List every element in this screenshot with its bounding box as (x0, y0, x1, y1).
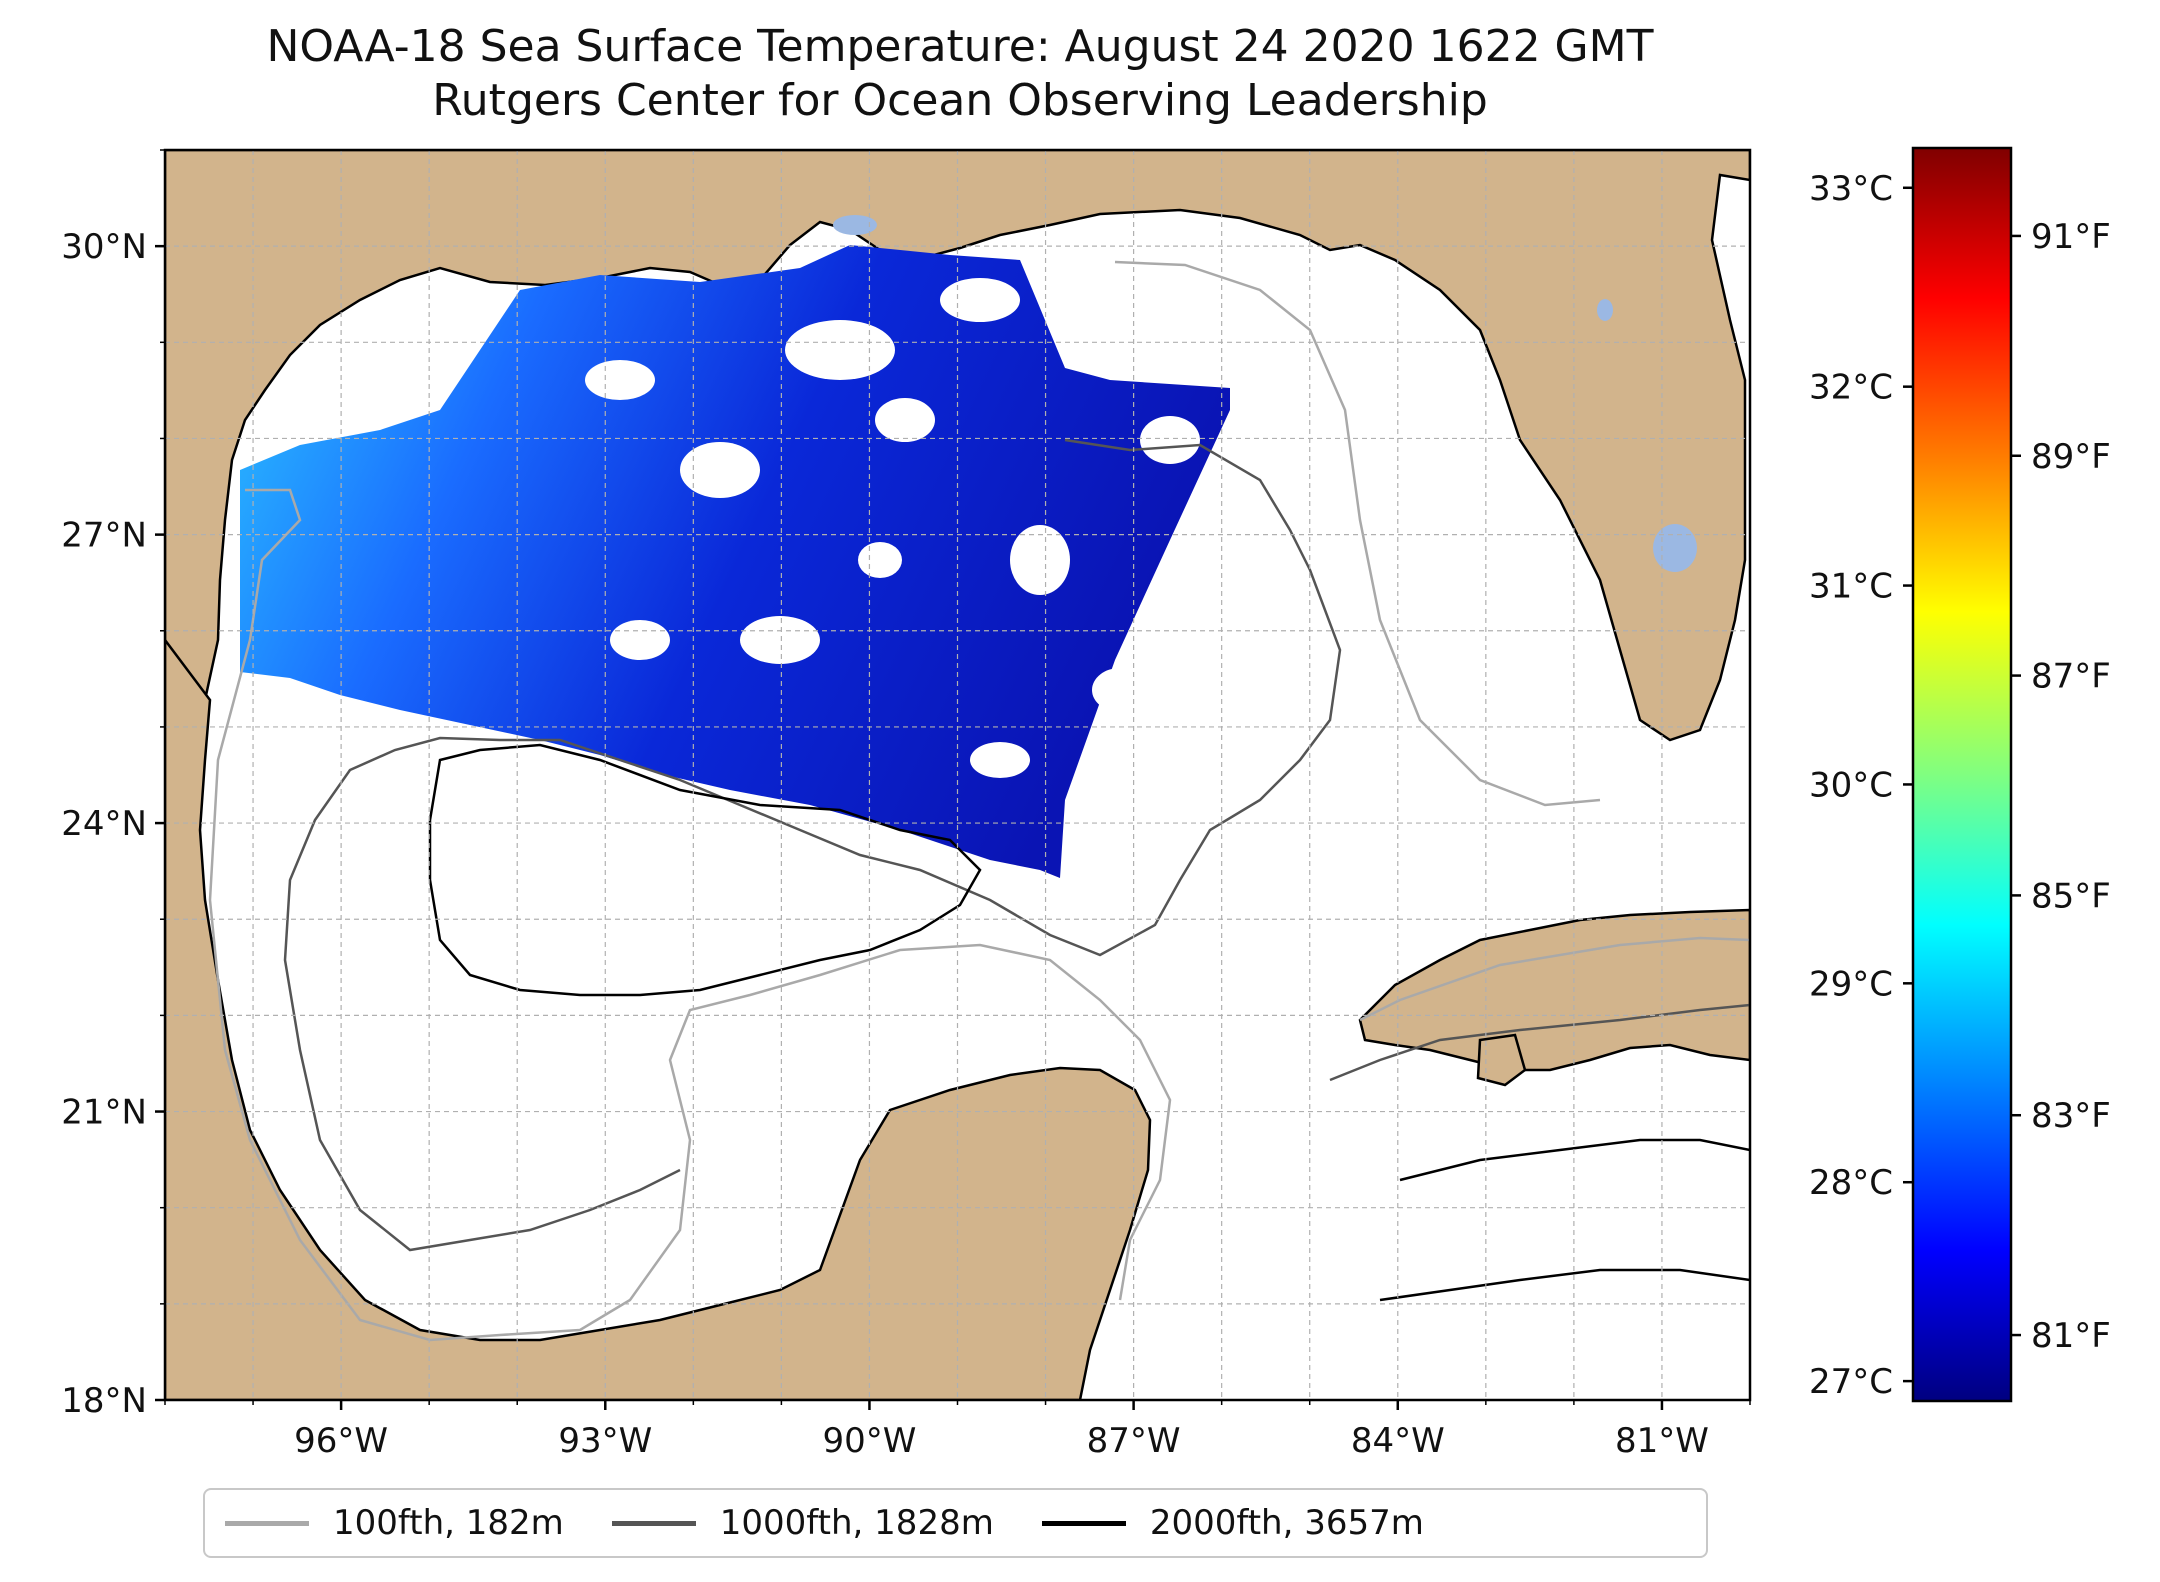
legend-label: 2000fth, 3657m (1149, 1503, 1424, 1543)
chart-title: NOAA-18 Sea Surface Temperature: August … (0, 20, 1920, 128)
legend-entry: 100fth, 182m (225, 1503, 564, 1543)
celsius-tick-label: 32°C (1809, 368, 1893, 408)
legend-swatch (225, 1520, 309, 1526)
lat-tick-label: 21°N (61, 1093, 147, 1133)
contour-100fth (208, 260, 1750, 1342)
map-area (165, 150, 1750, 1400)
lat-tick-label: 18°N (61, 1381, 147, 1421)
lake-pontchartrain (833, 215, 877, 235)
legend-entry: 1000fth, 1828m (611, 1503, 994, 1543)
lon-tick-label: 93°W (558, 1421, 652, 1461)
celsius-tick-label: 27°C (1809, 1362, 1893, 1402)
lat-tick-label: 24°N (61, 804, 147, 844)
legend-entry: 2000fth, 3657m (1041, 1503, 1424, 1543)
colorbar (1911, 146, 2013, 1403)
title-line-1: NOAA-18 Sea Surface Temperature: August … (266, 21, 1654, 72)
contour-2000fth (428, 743, 1750, 1302)
legend-swatch (611, 1520, 696, 1526)
celsius-tick-label: 33°C (1809, 169, 1893, 209)
contour-legend: 100fth, 182m 1000fth, 1828m 2000fth, 3657m (203, 1488, 1708, 1558)
lake-okeechobee (1653, 524, 1697, 572)
colorbar-fahrenheit-axis: 91°F 89°F 87°F 85°F 83°F 81°F (2011, 217, 2111, 1356)
legend-label: 1000fth, 1828m (719, 1503, 994, 1543)
celsius-tick-label: 28°C (1809, 1163, 1893, 1203)
fahrenheit-tick-label: 81°F (2031, 1316, 2111, 1356)
lon-tick-label: 96°W (294, 1421, 388, 1461)
colorbar-celsius-axis: 33°C 32°C 31°C 30°C 29°C 28°C 27°C (1809, 169, 1913, 1402)
graticule (165, 150, 1750, 1400)
sst-swath (240, 245, 1230, 878)
lat-axis: 30°N 27°N 24°N 21°N 18°N (61, 149, 165, 1421)
lon-axis: 96°W 93°W 90°W 87°W 84°W 81°W (164, 1400, 1751, 1461)
celsius-tick-label: 29°C (1809, 964, 1893, 1004)
lon-tick-label: 90°W (822, 1421, 916, 1461)
fahrenheit-tick-label: 83°F (2031, 1096, 2111, 1136)
land-mexico (165, 637, 1152, 1400)
title-line-2: Rutgers Center for Ocean Observing Leade… (432, 75, 1488, 126)
fahrenheit-tick-label: 89°F (2031, 437, 2111, 477)
celsius-tick-label: 30°C (1809, 765, 1893, 805)
land-cuba (1358, 908, 1750, 1072)
celsius-tick-label: 31°C (1809, 567, 1893, 607)
contour-1000fth (283, 438, 1750, 1252)
fahrenheit-tick-label: 85°F (2031, 876, 2111, 916)
fahrenheit-tick-label: 91°F (2031, 217, 2111, 257)
lake-florida-small (1597, 299, 1613, 321)
land-isla-juventud (1476, 1033, 1527, 1087)
lat-tick-label: 27°N (61, 516, 147, 556)
lat-tick-label: 30°N (61, 227, 147, 267)
lon-tick-label: 81°W (1615, 1421, 1709, 1461)
sst-cloud-gaps (585, 278, 1200, 778)
legend-label: 100fth, 182m (333, 1503, 564, 1543)
land-us-gulf-coast (165, 150, 1750, 742)
legend-swatch (1041, 1520, 1126, 1526)
lon-tick-label: 84°W (1351, 1421, 1445, 1461)
fahrenheit-tick-label: 87°F (2031, 657, 2111, 697)
lon-tick-label: 87°W (1087, 1421, 1181, 1461)
